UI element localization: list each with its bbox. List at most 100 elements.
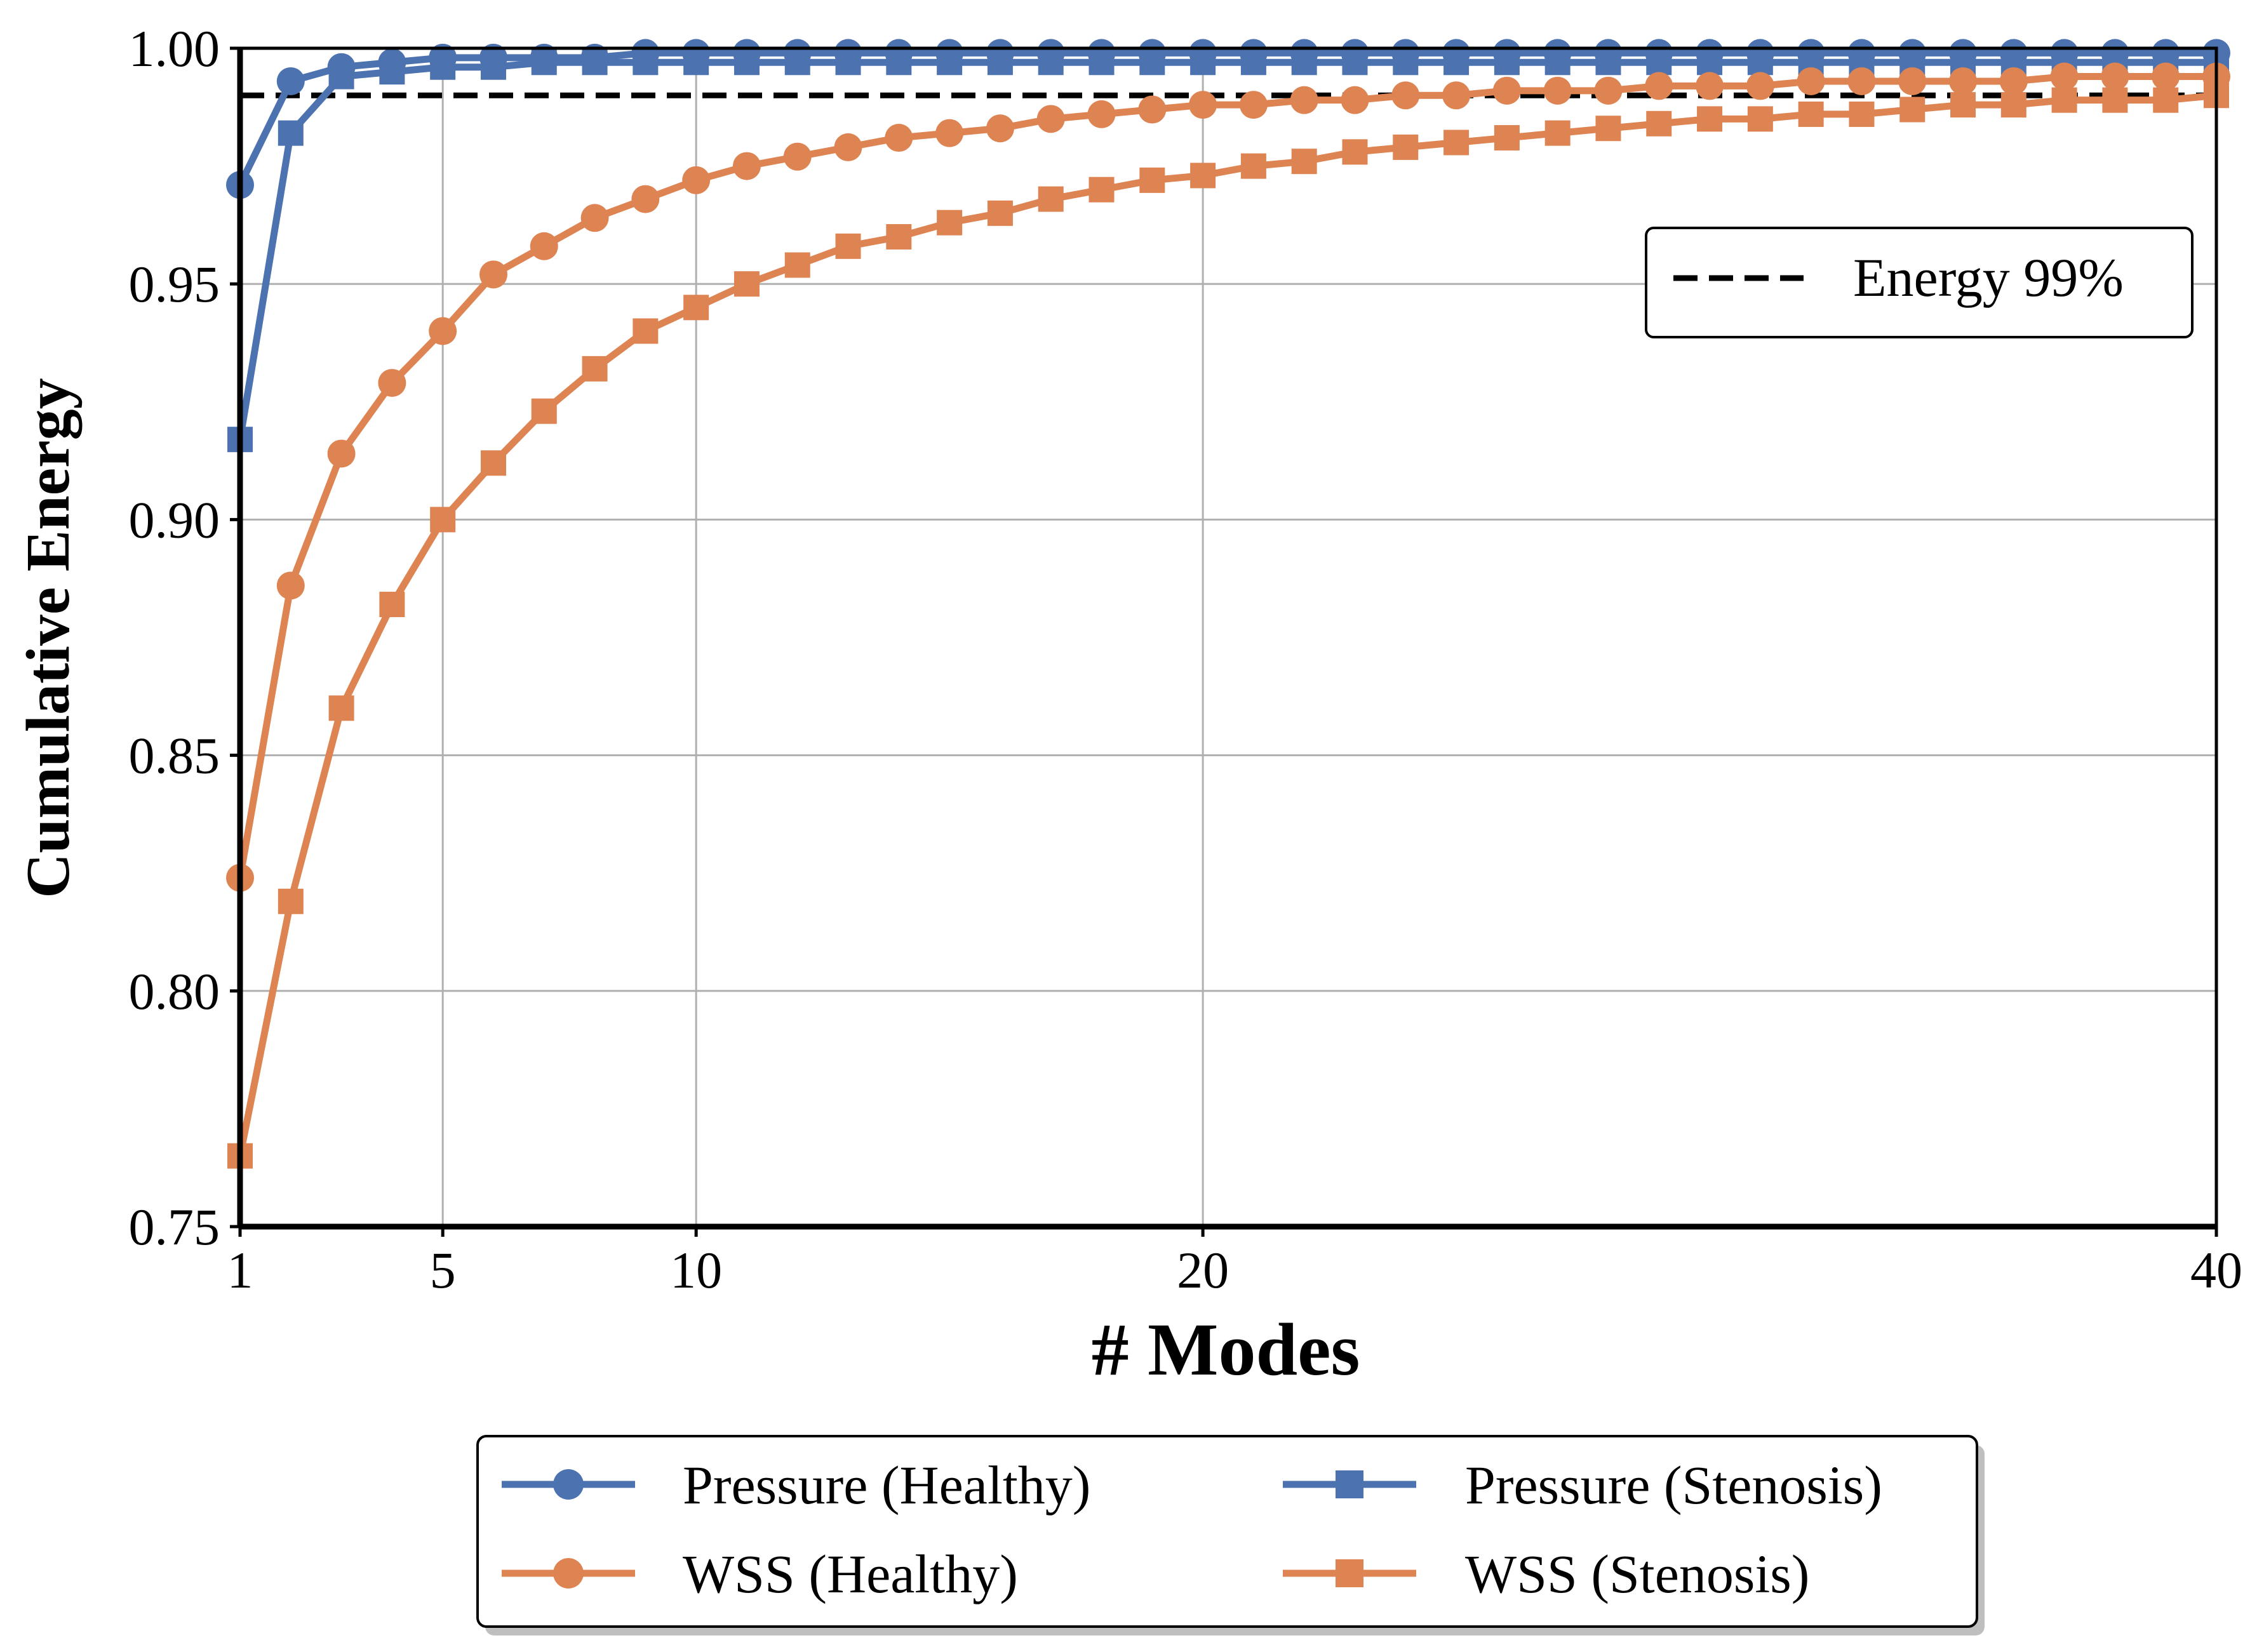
point-pressure-stenosis-7 xyxy=(531,50,557,76)
point-wss-healthy-10 xyxy=(682,166,711,194)
point-pressure-stenosis-25 xyxy=(1443,50,1470,76)
point-wss-stenosis-17 xyxy=(1038,186,1064,212)
y-tick-label-4: 0.95 xyxy=(129,255,220,313)
point-pressure-stenosis-9 xyxy=(633,50,659,76)
point-pressure-stenosis-5 xyxy=(430,54,456,80)
legend-item-pressure-stenosis: Pressure (Stenosis) xyxy=(1283,1455,1882,1515)
point-wss-stenosis-28 xyxy=(1595,116,1621,142)
x-axis-ticks: 1 5 10 20 40 xyxy=(227,1227,2242,1299)
point-wss-healthy-34 xyxy=(1898,67,1927,95)
series-wss-healthy xyxy=(226,62,2230,892)
point-wss-stenosis-30 xyxy=(1697,106,1723,132)
point-pressure-stenosis-19 xyxy=(1139,50,1165,76)
legend-swatch-marker-pressure-stenosis xyxy=(1336,1470,1363,1498)
point-pressure-stenosis-20 xyxy=(1190,50,1216,76)
x-tick-label-4: 40 xyxy=(2190,1241,2242,1299)
x-axis-title: # Modes xyxy=(1092,1308,1360,1391)
point-wss-stenosis-8 xyxy=(582,356,608,382)
y-tick-label-5: 1.00 xyxy=(129,20,220,77)
point-wss-healthy-37 xyxy=(2050,62,2079,91)
point-wss-healthy-27 xyxy=(1543,76,1572,105)
series-line-pressure-healthy xyxy=(237,49,2216,187)
point-pressure-stenosis-17 xyxy=(1038,50,1064,76)
point-wss-stenosis-39 xyxy=(2153,87,2179,113)
point-wss-stenosis-25 xyxy=(1443,130,1470,156)
point-wss-stenosis-33 xyxy=(1849,101,1875,127)
point-pressure-stenosis-8 xyxy=(582,50,608,76)
point-wss-healthy-6 xyxy=(479,260,507,289)
point-wss-healthy-32 xyxy=(1797,67,1825,95)
point-wss-healthy-18 xyxy=(1087,100,1116,128)
point-wss-stenosis-38 xyxy=(2102,87,2128,113)
series-line-pressure-stenosis xyxy=(236,58,2216,441)
point-wss-stenosis-23 xyxy=(1342,139,1368,165)
point-wss-stenosis-15 xyxy=(937,210,963,236)
point-wss-stenosis-6 xyxy=(480,450,506,476)
point-wss-healthy-31 xyxy=(1746,72,1774,100)
legend-swatch-marker-wss-stenosis xyxy=(1336,1559,1363,1587)
point-wss-stenosis-31 xyxy=(1747,106,1773,132)
point-wss-healthy-36 xyxy=(1999,67,2028,95)
point-wss-stenosis-32 xyxy=(1798,101,1824,127)
point-wss-healthy-11 xyxy=(732,152,761,180)
legend-energy-frame xyxy=(1645,227,2194,338)
point-wss-stenosis-35 xyxy=(1950,92,1976,118)
y-tick-label-0: 0.75 xyxy=(129,1198,220,1256)
point-wss-healthy-28 xyxy=(1594,76,1623,105)
point-wss-stenosis-22 xyxy=(1291,149,1317,175)
point-wss-healthy-7 xyxy=(530,232,558,260)
point-pressure-stenosis-2 xyxy=(278,120,304,146)
point-wss-healthy-5 xyxy=(429,317,457,345)
legend-label-wss-healthy: WSS (Healthy) xyxy=(683,1543,1018,1604)
point-wss-stenosis-11 xyxy=(733,271,760,297)
point-wss-stenosis-29 xyxy=(1646,110,1672,137)
point-wss-stenosis-5 xyxy=(430,507,456,533)
point-wss-stenosis-18 xyxy=(1088,177,1115,203)
point-pressure-stenosis-21 xyxy=(1240,50,1266,76)
legend-item-wss-stenosis: WSS (Stenosis) xyxy=(1283,1543,1809,1604)
point-wss-stenosis-27 xyxy=(1544,120,1571,146)
legend-energy: Energy 99% xyxy=(1645,227,2194,338)
x-tick-label-1: 5 xyxy=(430,1241,456,1299)
legend-energy-label: Energy 99% xyxy=(1853,247,2124,308)
point-wss-stenosis-37 xyxy=(2051,87,2077,113)
point-wss-healthy-17 xyxy=(1036,105,1065,133)
point-wss-stenosis-14 xyxy=(886,223,912,250)
point-wss-healthy-33 xyxy=(1847,67,1876,95)
legend-label-pressure-healthy: Pressure (Healthy) xyxy=(683,1455,1090,1515)
point-wss-healthy-3 xyxy=(327,439,356,468)
legend-label-pressure-stenosis: Pressure (Stenosis) xyxy=(1465,1455,1882,1515)
point-wss-stenosis-13 xyxy=(835,233,861,259)
point-wss-stenosis-34 xyxy=(1899,97,1926,123)
legend-series-frame xyxy=(476,1435,1978,1628)
point-pressure-stenosis-18 xyxy=(1088,50,1115,76)
y-axis-ticks: 0.75 0.80 0.85 0.90 0.95 1.00 xyxy=(129,20,240,1256)
legend-item-wss-healthy: WSS (Healthy) xyxy=(502,1543,1018,1604)
point-wss-healthy-19 xyxy=(1138,95,1167,124)
point-wss-stenosis-20 xyxy=(1190,163,1216,189)
point-wss-stenosis-4 xyxy=(379,592,405,618)
point-wss-stenosis-36 xyxy=(2000,92,2026,118)
legend-series: Pressure (Healthy) Pressure (Stenosis) WSS… xyxy=(476,1435,1985,1635)
point-wss-stenosis-9 xyxy=(633,318,659,344)
y-tick-label-1: 0.80 xyxy=(129,963,220,1020)
legend-item-pressure-healthy: Pressure (Healthy) xyxy=(502,1455,1090,1515)
point-wss-stenosis-19 xyxy=(1139,167,1165,193)
point-wss-healthy-20 xyxy=(1189,91,1217,119)
series-line-wss-healthy xyxy=(236,73,2216,879)
point-wss-healthy-38 xyxy=(2101,62,2129,91)
point-wss-healthy-8 xyxy=(580,204,609,232)
point-wss-healthy-26 xyxy=(1492,76,1521,105)
point-pressure-stenosis-15 xyxy=(937,50,963,76)
series-layer xyxy=(226,39,2230,1169)
legend-swatch-marker-pressure-healthy xyxy=(553,1469,584,1500)
point-pressure-stenosis-13 xyxy=(835,50,861,76)
point-wss-stenosis-16 xyxy=(987,200,1013,226)
point-wss-healthy-30 xyxy=(1696,72,1724,100)
point-wss-stenosis-10 xyxy=(683,295,709,321)
point-pressure-stenosis-29 xyxy=(1646,50,1672,76)
point-wss-healthy-24 xyxy=(1391,81,1420,110)
point-pressure-stenosis-14 xyxy=(886,50,912,76)
point-pressure-stenosis-28 xyxy=(1595,50,1621,76)
